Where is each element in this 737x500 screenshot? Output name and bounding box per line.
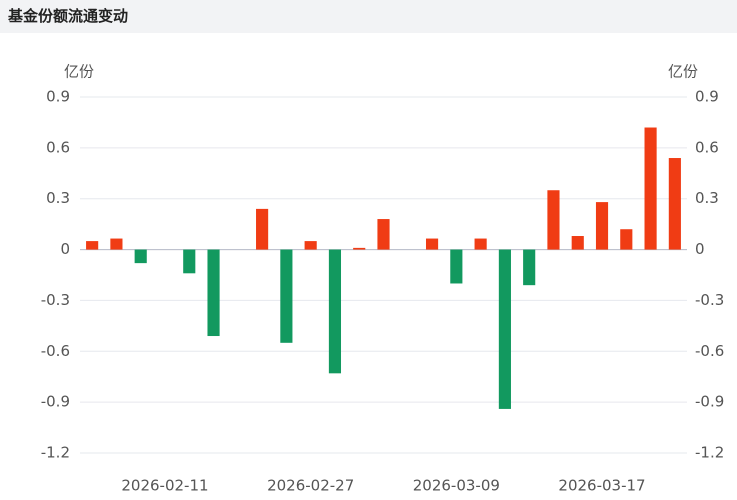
- bar: [425, 238, 439, 250]
- bar: [523, 249, 536, 286]
- y-tick-label: 0.3: [46, 189, 70, 207]
- bar: [183, 249, 196, 274]
- y2-tick-label: 0.9: [695, 88, 719, 106]
- bar: [304, 241, 317, 250]
- bar: [474, 238, 487, 250]
- bar: [595, 202, 609, 250]
- header-title: 基金份额流通变动: [0, 0, 737, 33]
- y2-tick-label: 0.6: [695, 138, 719, 156]
- x-tick-label: 2026-02-27: [267, 477, 354, 495]
- bar: [353, 247, 366, 250]
- chart: 亿份 亿份 0.9 0.6 0.3 0 -0.3 -0.6 -0.9 -1.2 0.9 0.6 0.…: [41, 63, 725, 495]
- bar: [207, 249, 220, 337]
- y2-tick-label: -0.9: [695, 393, 724, 411]
- y-tick-label: -1.2: [41, 444, 70, 462]
- bar: [280, 249, 293, 343]
- bar: [377, 219, 390, 250]
- y2-tick-label: -1.2: [695, 444, 724, 462]
- y2-tick-label: -0.3: [695, 291, 724, 309]
- y2-unit: 亿份: [668, 63, 698, 81]
- bar: [110, 238, 123, 250]
- x-tick-label: 2026-03-17: [558, 477, 645, 495]
- bar: [571, 236, 584, 250]
- bar: [134, 249, 147, 264]
- bar: [668, 158, 681, 250]
- y-tick-label: -0.6: [41, 342, 70, 360]
- y2-tick-label: 0: [695, 240, 705, 258]
- x-tick-label: 2026-02-11: [121, 477, 208, 495]
- bar: [644, 127, 657, 250]
- bar: [498, 249, 511, 409]
- bar: [86, 241, 99, 250]
- bar: [328, 249, 342, 374]
- y2-tick-label: -0.6: [695, 342, 724, 360]
- y-tick-label: 0: [60, 240, 70, 258]
- bar: [256, 208, 269, 250]
- bar: [620, 229, 633, 250]
- y-tick-label: 0.9: [46, 88, 70, 106]
- y-tick-label: -0.3: [41, 291, 70, 309]
- bar: [450, 249, 463, 284]
- y-tick-label: -0.9: [41, 393, 70, 411]
- y-unit: 亿份: [64, 63, 94, 81]
- x-tick-label: 2026-03-09: [413, 477, 500, 495]
- y2-tick-label: 0.3: [695, 189, 719, 207]
- bar: [547, 190, 560, 250]
- y-tick-label: 0.6: [46, 138, 70, 156]
